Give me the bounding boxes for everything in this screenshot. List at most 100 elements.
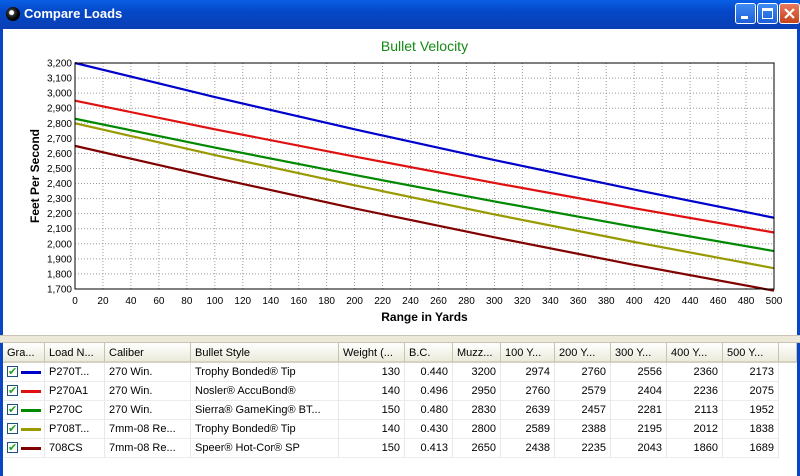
table-cell[interactable]: 2639	[501, 401, 555, 420]
table-cell[interactable]: 1838	[723, 420, 779, 439]
y-tick-label: 1,900	[47, 254, 72, 265]
table-cell[interactable]: 2650	[453, 439, 501, 458]
table-cell[interactable]: 0.496	[405, 382, 453, 401]
table-cell[interactable]: 1860	[667, 439, 723, 458]
table-cell[interactable]: 130	[339, 363, 405, 382]
table-cell[interactable]: 2579	[555, 382, 611, 401]
column-header[interactable]: 200 Y...	[555, 343, 611, 363]
table-cell[interactable]: 2950	[453, 382, 501, 401]
table-cell[interactable]: 2173	[723, 363, 779, 382]
pane-splitter[interactable]	[0, 335, 800, 343]
table-cell[interactable]: 140	[339, 382, 405, 401]
series-color-swatch	[21, 409, 41, 412]
graph-cell	[3, 382, 45, 401]
graph-checkbox[interactable]	[7, 401, 18, 419]
table-cell[interactable]: 2974	[501, 363, 555, 382]
table-cell[interactable]: 2589	[501, 420, 555, 439]
x-tick-label: 120	[234, 296, 251, 307]
graph-cell	[3, 401, 45, 420]
column-header[interactable]: Bullet Style	[191, 343, 339, 363]
table-cell[interactable]: 2195	[611, 420, 667, 439]
table-cell[interactable]: 0.413	[405, 439, 453, 458]
graph-checkbox[interactable]	[7, 420, 18, 438]
series-color-swatch	[21, 428, 41, 431]
column-header[interactable]: Muzz...	[453, 343, 501, 363]
table-cell[interactable]: 2760	[501, 382, 555, 401]
column-header[interactable]: 400 Y...	[667, 343, 723, 363]
table-cell[interactable]: P708T...	[45, 420, 105, 439]
velocity-chart: Bullet Velocity 0 20 40 60 80 100 120 140 160 180 2…	[28, 38, 783, 324]
table-cell[interactable]: 0.430	[405, 420, 453, 439]
table-cell[interactable]: 2830	[453, 401, 501, 420]
table-cell[interactable]: Sierra® GameKing® BT...	[191, 401, 339, 420]
maximize-button[interactable]	[757, 3, 778, 24]
table-cell[interactable]: 2043	[611, 439, 667, 458]
table-cell[interactable]: P270T...	[45, 363, 105, 382]
column-header[interactable]: 100 Y...	[501, 343, 555, 363]
x-tick-label: 400	[626, 296, 643, 307]
y-tick-label: 2,200	[47, 209, 72, 220]
y-tick-label: 2,800	[47, 119, 72, 130]
table-cell[interactable]: 2457	[555, 401, 611, 420]
graph-checkbox[interactable]	[7, 382, 18, 400]
table-cell[interactable]: P270C	[45, 401, 105, 420]
table-cell[interactable]: 2113	[667, 401, 723, 420]
close-button[interactable]	[779, 3, 800, 24]
column-header[interactable]: Caliber	[105, 343, 191, 363]
graph-cell	[3, 363, 45, 382]
table-cell[interactable]: 2438	[501, 439, 555, 458]
x-tick-label: 440	[682, 296, 699, 307]
x-axis-label: Range in Yards	[381, 310, 468, 324]
column-header[interactable]: Gra...	[3, 343, 45, 363]
x-tick-label: 460	[710, 296, 727, 307]
table-cell[interactable]: Trophy Bonded® Tip	[191, 420, 339, 439]
series-color-swatch	[21, 390, 41, 393]
table-cell[interactable]: 1689	[723, 439, 779, 458]
table-cell[interactable]: 7mm-08 Re...	[105, 420, 191, 439]
table-cell[interactable]: 270 Win.	[105, 382, 191, 401]
table-cell[interactable]: 2360	[667, 363, 723, 382]
table-cell[interactable]: 2012	[667, 420, 723, 439]
table-cell[interactable]: 270 Win.	[105, 401, 191, 420]
table-cell[interactable]: 2800	[453, 420, 501, 439]
table-cell[interactable]: 3200	[453, 363, 501, 382]
table-cell[interactable]: 2281	[611, 401, 667, 420]
maximize-icon	[762, 8, 773, 19]
table-cell[interactable]: 2075	[723, 382, 779, 401]
x-tick-label: 200	[346, 296, 363, 307]
y-tick-label: 2,100	[47, 224, 72, 235]
column-header[interactable]: 300 Y...	[611, 343, 667, 363]
minimize-button[interactable]	[735, 3, 756, 24]
table-cell[interactable]: 2388	[555, 420, 611, 439]
table-cell[interactable]: Trophy Bonded® Tip	[191, 363, 339, 382]
table-cell[interactable]: 2236	[667, 382, 723, 401]
table-cell[interactable]: 1952	[723, 401, 779, 420]
x-tick-label: 60	[153, 296, 165, 307]
table-cell[interactable]: Speer® Hot-Cor® SP	[191, 439, 339, 458]
series-line-p708tbbt	[74, 122, 775, 270]
table-cell[interactable]: 708CS	[45, 439, 105, 458]
plot-area	[74, 62, 775, 290]
table-cell[interactable]: 2404	[611, 382, 667, 401]
table-cell[interactable]: 2556	[611, 363, 667, 382]
table-cell[interactable]: 150	[339, 439, 405, 458]
table-cell[interactable]: 270 Win.	[105, 363, 191, 382]
window-title: Compare Loads	[24, 6, 123, 21]
table-cell[interactable]: Nosler® AccuBond®	[191, 382, 339, 401]
table-cell[interactable]: 150	[339, 401, 405, 420]
table-cell[interactable]: P270A1	[45, 382, 105, 401]
table-cell[interactable]: 7mm-08 Re...	[105, 439, 191, 458]
y-axis-label: Feet Per Second	[28, 129, 42, 223]
table-cell[interactable]: 2760	[555, 363, 611, 382]
column-header[interactable]: Weight (...	[339, 343, 405, 363]
table-cell[interactable]: 0.480	[405, 401, 453, 420]
graph-checkbox[interactable]	[7, 363, 18, 381]
table-cell[interactable]: 140	[339, 420, 405, 439]
table-cell[interactable]: 0.440	[405, 363, 453, 382]
column-header[interactable]: Load N...	[45, 343, 105, 363]
table-cell[interactable]: 2235	[555, 439, 611, 458]
y-tick-label: 1,700	[47, 285, 72, 296]
column-header[interactable]: 500 Y...	[723, 343, 779, 363]
column-header[interactable]: B.C.	[405, 343, 453, 363]
graph-checkbox[interactable]	[7, 439, 18, 457]
